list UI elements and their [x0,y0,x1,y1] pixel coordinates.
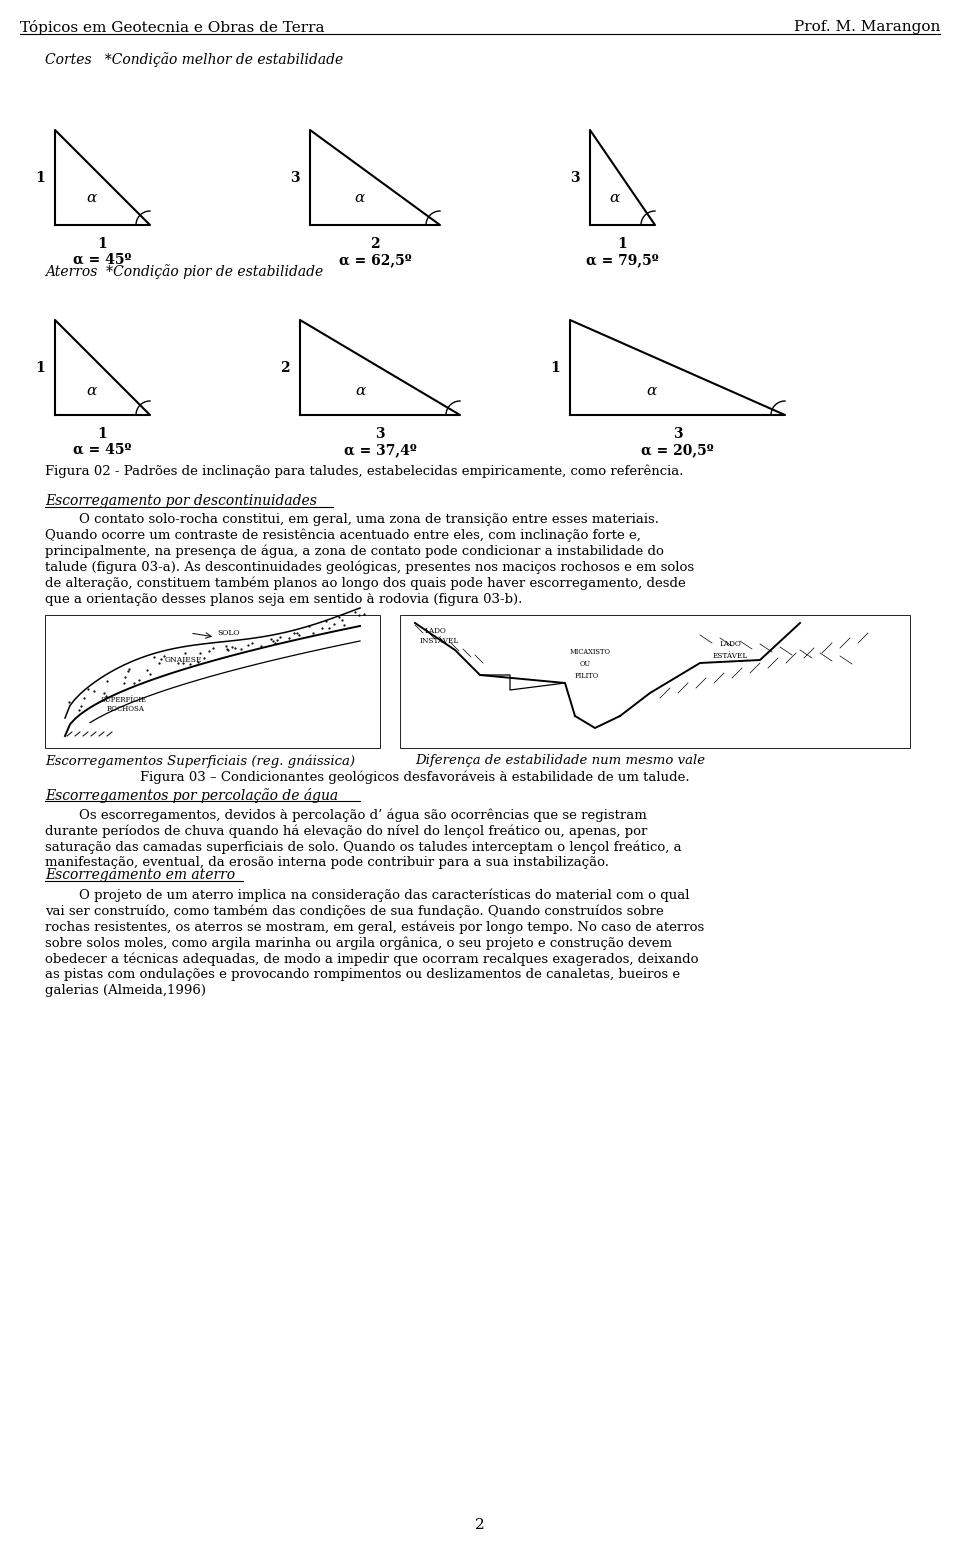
Text: α: α [647,384,657,398]
Text: Escorregamento em aterro: Escorregamento em aterro [45,867,235,881]
Text: 1: 1 [617,237,628,251]
Text: LADO: LADO [425,627,446,635]
Text: OU: OU [580,660,591,668]
Text: 1: 1 [36,170,45,184]
Text: FILITO: FILITO [575,672,599,680]
Text: principalmente, na presença de água, a zona de contato pode condicionar a instab: principalmente, na presença de água, a z… [45,544,664,558]
Text: de alteração, constituem também planos ao longo dos quais pode haver escorregame: de alteração, constituem também planos a… [45,577,685,591]
Text: 1: 1 [550,360,560,374]
Text: α = 45º: α = 45º [73,443,132,457]
Text: α = 45º: α = 45º [73,253,132,267]
Text: α = 20,5º: α = 20,5º [641,443,714,457]
Text: que a orientação desses planos seja em sentido à rodovia (figura 03-b).: que a orientação desses planos seja em s… [45,593,522,605]
Text: galerias (Almeida,1996): galerias (Almeida,1996) [45,984,206,997]
Text: O projeto de um aterro implica na consideração das características do material c: O projeto de um aterro implica na consid… [45,888,689,902]
Text: α: α [86,192,96,206]
Text: α: α [86,384,96,398]
Bar [45,615,380,747]
Text: 2: 2 [280,360,290,374]
Text: 2: 2 [371,237,380,251]
Text: Escorregamento por descontinuidades: Escorregamento por descontinuidades [45,495,317,509]
Text: 2: 2 [475,1518,485,1532]
Text: Prof. M. Marangon: Prof. M. Marangon [794,20,940,34]
Text: talude (figura 03-a). As descontinuidades geológicas, presentes nos maciços roch: talude (figura 03-a). As descontinuidade… [45,562,694,574]
Text: Quando ocorre um contraste de resistência acentuado entre eles, com inclinação f: Quando ocorre um contraste de resistênci… [45,529,641,543]
Text: MICAXISTO: MICAXISTO [570,647,611,657]
Text: ESTÁVEL: ESTÁVEL [713,652,748,660]
Text: SOLO: SOLO [217,629,239,636]
Text: ROCHOSA: ROCHOSA [107,705,145,713]
Text: α = 37,4º: α = 37,4º [344,443,417,457]
Text: INSTÁVEL: INSTÁVEL [420,636,459,644]
Text: 3: 3 [290,170,300,184]
Text: α = 79,5º: α = 79,5º [587,253,659,267]
Text: 1: 1 [36,360,45,374]
Text: 3: 3 [673,427,683,441]
Text: Escorregamentos Superficiais (reg. gnáissica): Escorregamentos Superficiais (reg. gnáis… [45,753,355,768]
Text: as pistas com ondulações e provocando rompimentos ou deslizamentos de canaletas,: as pistas com ondulações e provocando ro… [45,969,680,981]
Text: manifestação, eventual, da erosão interna pode contribuir para a sua instabiliza: manifestação, eventual, da erosão intern… [45,856,609,869]
Text: Os escorregamentos, devidos à percolação d’ água são ocorrências que se registra: Os escorregamentos, devidos à percolação… [45,808,647,822]
Text: Diferença de estabilidade num mesmo vale: Diferença de estabilidade num mesmo vale [415,753,706,768]
Text: sobre solos moles, como argila marinha ou argila orgânica, o seu projeto e const: sobre solos moles, como argila marinha o… [45,936,672,950]
Text: rochas resistentes, os aterros se mostram, em geral, estáveis por longo tempo. N: rochas resistentes, os aterros se mostra… [45,920,705,933]
Text: 1: 1 [98,427,108,441]
Text: α: α [610,192,620,206]
Text: GNAIESE: GNAIESE [165,657,203,665]
Bar [400,615,910,747]
Text: Aterros  *Condição pior de estabilidade: Aterros *Condição pior de estabilidade [45,264,324,279]
Text: 1: 1 [98,237,108,251]
Text: durante períodos de chuva quando há elevação do nível do lençol freático ou, ape: durante períodos de chuva quando há elev… [45,824,647,838]
Text: Escorregamentos por percolação de água: Escorregamentos por percolação de água [45,788,338,803]
Text: α: α [354,192,365,206]
Text: vai ser construído, como também das condições de sua fundação. Quando construído: vai ser construído, como também das cond… [45,903,663,917]
Text: O contato solo-rocha constitui, em geral, uma zona de transição entre esses mate: O contato solo-rocha constitui, em geral… [45,513,659,526]
Text: obedecer a técnicas adequadas, de modo a impedir que ocorram recalques exagerado: obedecer a técnicas adequadas, de modo a… [45,952,699,966]
Text: Cortes   *Condição melhor de estabilidade: Cortes *Condição melhor de estabilidade [45,51,344,67]
Text: 3: 3 [375,427,385,441]
Text: Figura 03 – Condicionantes geológicos desfavoráveis à estabilidade de um talude.: Figura 03 – Condicionantes geológicos de… [140,771,689,783]
Text: saturação das camadas superficiais de solo. Quando os taludes interceptam o lenç: saturação das camadas superficiais de so… [45,839,682,853]
Text: 3: 3 [570,170,580,184]
Text: Figura 02 - Padrões de inclinação para taludes, estabelecidas empiricamente, com: Figura 02 - Padrões de inclinação para t… [45,463,684,477]
Text: α: α [355,384,366,398]
Text: α = 62,5º: α = 62,5º [339,253,411,267]
Text: SUPERFÍCIE: SUPERFÍCIE [100,696,146,704]
Text: LADO: LADO [720,640,742,647]
Text: Tópicos em Geotecnia e Obras de Terra: Tópicos em Geotecnia e Obras de Terra [20,20,324,34]
